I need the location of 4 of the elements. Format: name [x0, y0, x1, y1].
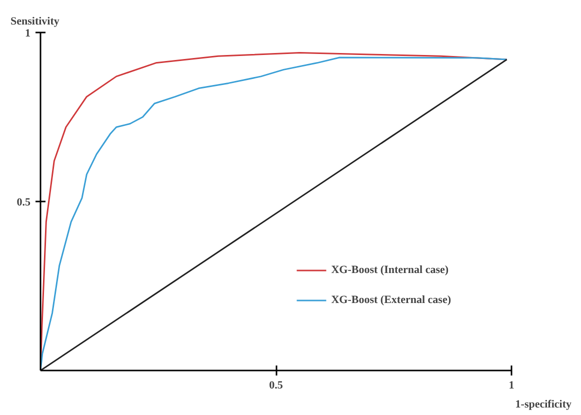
legend-label: XG-Boost (External case) — [331, 294, 451, 306]
y-axis-title: Sensitivity — [10, 16, 60, 28]
legend-label: XG-Boost (Internal case) — [331, 264, 449, 276]
x-axis-title: 1-specificity — [515, 398, 572, 410]
